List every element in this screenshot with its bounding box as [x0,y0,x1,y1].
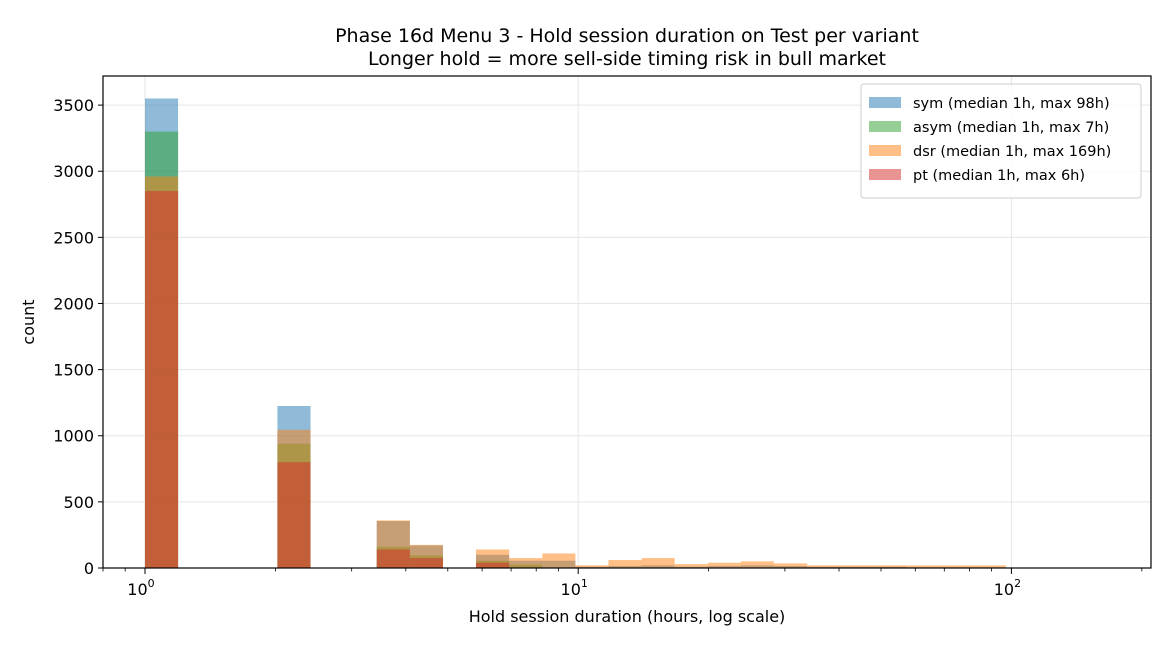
legend-swatch [869,121,901,132]
y-tick-label: 1000 [53,427,94,446]
y-tick-label: 3000 [53,162,94,181]
bar [840,565,874,568]
y-tick-label: 3500 [53,96,94,115]
chart-title: Phase 16d Menu 3 - Hold session duration… [335,25,919,47]
bar [509,558,543,568]
bar [873,565,907,568]
legend-label: asym (median 1h, max 7h) [913,120,1109,136]
bar [972,565,1006,568]
bar [277,462,311,568]
legend-swatch [869,97,901,108]
bar [740,561,775,568]
x-tick-label: 100 [127,577,154,599]
axes: 0 500 1000 1500 2000 2500 3000 3500 100 101 102 [53,96,1143,599]
y-tick-label: 2000 [53,294,94,313]
bar [575,565,609,568]
bar [939,565,973,568]
bar [906,565,940,568]
legend-label: dsr (median 1h, max 169h) [913,144,1111,160]
x-axis-label: Hold session duration (hours, log scale) [469,607,786,626]
bar [807,565,841,568]
legend-box [860,83,1142,199]
bars [144,98,1006,569]
legend-swatch [869,169,901,180]
bar [144,191,179,568]
bar [476,562,510,568]
bar [674,564,708,568]
legend-label: pt (median 1h, max 6h) [913,168,1085,184]
legend-swatch [869,145,901,156]
bar [608,560,642,568]
x-tick-label: 101 [561,577,588,599]
plot-frame [102,75,1152,569]
bar [409,558,443,568]
chart-subtitle: Longer hold = more sell-side timing risk… [368,48,886,70]
y-tick-label: 1500 [53,361,94,380]
bar [707,562,741,568]
y-tick-label: 500 [63,493,94,512]
legend-label: sym (median 1h, max 98h) [913,96,1110,112]
legend: sym (median 1h, max 98h) asym (median 1h,… [860,83,1142,199]
bar [376,549,410,568]
bar [641,558,675,568]
y-tick-label: 0 [84,559,94,578]
y-axis-label: count [19,299,38,344]
bar [542,553,576,568]
y-tick-label: 2500 [53,228,94,247]
bar [774,563,808,568]
x-tick-label: 102 [994,577,1021,599]
